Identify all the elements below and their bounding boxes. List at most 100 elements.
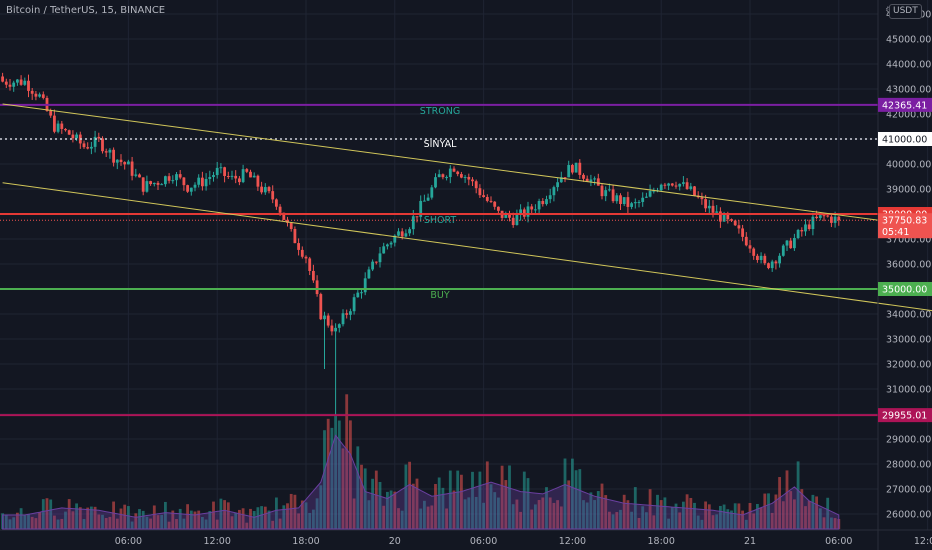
- candle-body: [596, 178, 600, 186]
- volume-bar: [126, 506, 130, 529]
- volume-bar: [715, 514, 719, 529]
- volume-bar: [393, 491, 397, 529]
- candle-body: [189, 187, 193, 192]
- last-price-badge: [878, 213, 932, 239]
- candle-body: [389, 242, 393, 245]
- volume-bar: [648, 489, 652, 529]
- volume-bar: [733, 503, 737, 529]
- candle-body: [134, 174, 138, 176]
- candle-body: [15, 79, 19, 83]
- volume-bar: [770, 512, 774, 529]
- currency-unit-button[interactable]: USDT: [889, 4, 922, 19]
- candle-body: [315, 280, 319, 295]
- x-tick-label: 21: [744, 536, 756, 547]
- candle-body: [167, 176, 171, 181]
- candle-body: [422, 200, 426, 202]
- candle-body: [744, 236, 748, 246]
- volume-bar: [371, 478, 375, 529]
- volume-bar: [86, 507, 90, 529]
- volume-bar: [441, 487, 445, 529]
- volume-bar: [134, 513, 138, 529]
- volume-bar: [730, 510, 733, 529]
- volume-bar: [807, 500, 811, 529]
- candle-body: [815, 216, 819, 219]
- candle-body: [785, 240, 789, 246]
- volume-bar: [519, 511, 523, 529]
- y-tick-label: 33000.00: [886, 335, 931, 346]
- volume-bar: [363, 468, 367, 529]
- x-tick-label: 18:00: [648, 536, 675, 547]
- volume-bar: [97, 514, 101, 529]
- candles-layer: [1, 72, 841, 416]
- candle-body: [385, 244, 389, 247]
- candle-body: [678, 183, 682, 187]
- volume-bar: [792, 499, 796, 529]
- volume-bar: [389, 490, 393, 529]
- candle-body: [681, 182, 685, 184]
- level-price-text: 29955.01: [882, 411, 927, 422]
- volume-bar: [537, 500, 541, 529]
- volume-bar: [149, 518, 153, 529]
- volume-bar: [548, 497, 552, 529]
- volume-bar: [119, 508, 123, 529]
- volume-bar: [397, 508, 400, 529]
- volume-bar: [352, 498, 356, 529]
- candle-body: [160, 184, 164, 186]
- volume-bar: [71, 511, 75, 529]
- volume-bar: [818, 508, 822, 529]
- y-tick-label: 36000.00: [886, 260, 931, 271]
- volume-bar: [323, 430, 326, 529]
- candle-body: [415, 216, 419, 218]
- candle-body: [263, 187, 267, 193]
- candle-body: [652, 190, 656, 192]
- volume-bar: [315, 498, 319, 529]
- volume-bar: [593, 500, 597, 529]
- volume-bar: [704, 501, 708, 529]
- volume-bar: [611, 514, 615, 529]
- volume-bar: [419, 508, 423, 529]
- volume-bar: [241, 508, 245, 529]
- candle-body: [60, 123, 64, 129]
- candle-body: [404, 233, 408, 237]
- volume-bar: [767, 493, 770, 529]
- volume-bar: [482, 502, 486, 529]
- candle-body: [334, 327, 338, 332]
- volume-bar: [430, 505, 434, 529]
- candle-body: [260, 186, 264, 193]
- price-axis: 46000.0045000.0044000.0043000.0042000.00…: [877, 0, 932, 550]
- volume-bar: [75, 503, 79, 529]
- candle-body: [715, 211, 719, 213]
- y-tick-label: 39000.00: [886, 185, 931, 196]
- volume-bar: [334, 414, 338, 529]
- volume-bar: [123, 504, 127, 529]
- candle-body: [152, 182, 156, 185]
- candle-body: [752, 248, 756, 256]
- volume-bar: [596, 491, 600, 529]
- candle-body: [367, 269, 371, 279]
- volume-bar: [112, 501, 116, 529]
- volume-bar: [311, 509, 315, 529]
- volume-bar: [367, 500, 371, 529]
- candle-body: [104, 151, 108, 153]
- candle-body: [348, 311, 352, 315]
- volume-bar: [378, 482, 382, 529]
- volume-bar: [637, 517, 641, 529]
- candle-body: [822, 215, 826, 217]
- volume-bar: [289, 493, 293, 529]
- volume-bar: [833, 518, 837, 529]
- candle-body: [807, 224, 811, 230]
- candle-body: [115, 159, 119, 163]
- volume-bar: [293, 494, 297, 529]
- candle-body: [397, 231, 400, 236]
- volume-bar: [789, 491, 793, 529]
- volume-bar: [496, 497, 500, 529]
- candle-body: [34, 93, 38, 97]
- y-tick-label: 45000.00: [886, 35, 931, 46]
- volume-bar: [286, 503, 289, 529]
- volume-bar: [811, 494, 815, 529]
- x-tick-label: 18:00: [292, 536, 319, 547]
- volume-bar: [822, 517, 826, 529]
- candle-body: [748, 245, 752, 249]
- candle-body: [71, 134, 75, 139]
